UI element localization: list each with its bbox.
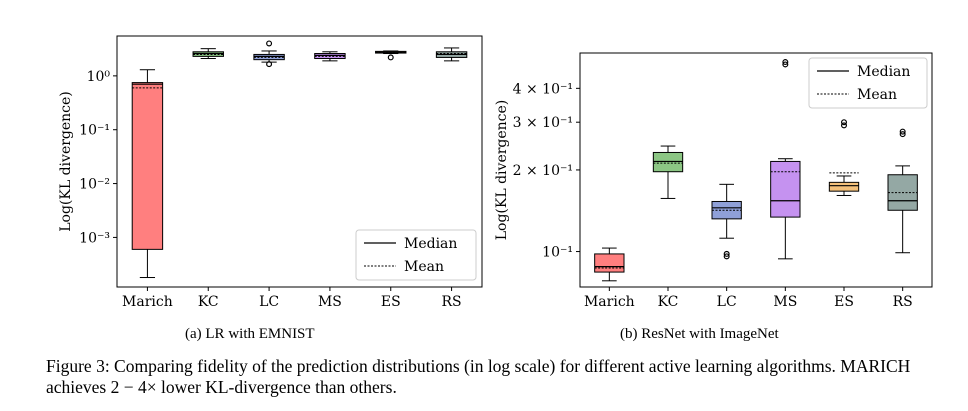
legend-median-label: Median [404,236,457,252]
y-axis-label: Log(KL divergence) [494,100,510,241]
subcaption-b: (b) ResNet with ImageNet [620,326,779,342]
x-tick-label: ES [834,294,854,310]
caption-prefix: Figure 3: Comparing fidelity of the pred… [46,356,856,376]
outlier-point [723,253,730,260]
box-lc [253,40,285,68]
chart-lr-emnist: 10⁰ 10⁻¹ 10⁻² 10⁻³ Log(KL divergence) Marich K… [58,35,483,310]
y-tick-label: 4 × 10⁻¹ [513,81,573,97]
box-rs [435,47,468,62]
x-tick-label: Marich [122,294,173,310]
iqr-box [770,160,801,218]
x-tick-label: KC [198,294,219,310]
y-tick-label: 10⁻¹ [79,123,110,139]
y-tick-label: 10⁻³ [79,230,110,246]
x-tick-label: ES [381,294,401,310]
outlier-point [841,122,848,129]
box-kc [192,48,224,60]
caption-marich-smallcaps: ARICH [855,356,911,376]
legend-mean-label: Mean [857,87,897,103]
box-rs [887,128,918,254]
y-tick-label: 10⁰ [87,69,111,85]
x-tick-label: RS [893,294,913,310]
y-tick-label: 10⁻² [79,177,110,193]
legend-mean-label: Mean [404,259,444,275]
outlier-point [782,61,789,68]
iqr-box [828,181,860,192]
box-ms [314,51,346,62]
box-lc [711,183,742,260]
legend: Median Mean [355,229,477,281]
caption-suffix: achieves 2 − 4× lower KL-divergence than… [46,377,397,397]
legend-median-label: Median [857,64,910,80]
y-tick-label: 2 × 10⁻¹ [513,163,573,179]
outlier-point [266,61,273,68]
iqr-box [594,253,625,273]
box-ms [770,59,801,260]
iqr-box [131,82,164,250]
outlier-point [899,131,906,138]
outlier-point [841,119,848,126]
box-es [375,50,407,61]
x-tick-label: RS [442,294,462,310]
box-es [828,119,860,196]
outlier-point [723,250,730,257]
box-marich [131,69,164,279]
outlier-point [899,128,906,135]
outlier-point [266,40,273,47]
y-tick-label: 10⁻¹ [542,245,573,261]
outlier-point [387,54,394,61]
y-tick-label: 3 × 10⁻¹ [513,115,573,131]
x-tick-label: KC [658,294,679,310]
iqr-box [652,151,684,173]
figure-caption: Figure 3: Comparing fidelity of the pred… [46,356,946,398]
x-tick-label: Marich [584,294,635,310]
box-kc [652,145,684,199]
x-tick-label: LC [259,294,279,310]
y-axis-label: Log(KL divergence) [58,91,74,232]
chart-resnet-imagenet: 4 × 10⁻¹ 3 × 10⁻¹ 2 × 10⁻¹ 10⁻¹ Log(KL diver… [494,52,933,310]
outlier-point [782,59,789,66]
legend: Median Mean [808,57,928,109]
box-marich [594,247,625,282]
x-tick-label: MS [318,294,342,310]
x-tick-label: MS [773,294,797,310]
subcaption-a: (a) LR with EMNIST [185,326,315,342]
x-tick-label: LC [717,294,737,310]
plot-frame [116,35,483,288]
